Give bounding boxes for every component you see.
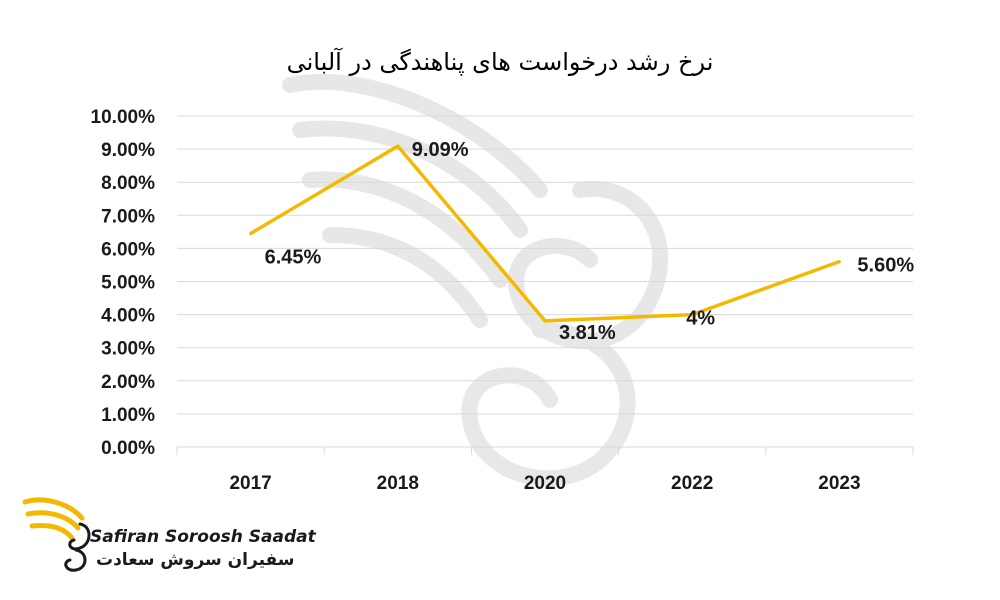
y-tick-label: 6.00% xyxy=(101,239,155,260)
data-label: 9.09% xyxy=(412,139,469,161)
gridlines xyxy=(177,115,913,448)
logo-text-en: Safiran Soroosh Saadat xyxy=(90,527,316,547)
data-point xyxy=(396,144,400,148)
y-tick-label: 2.00% xyxy=(101,372,155,393)
y-tick-label: 7.00% xyxy=(101,206,155,227)
y-tick-label: 4.00% xyxy=(101,306,155,327)
y-axis: 0.00% 1.00% 2.00% 3.00% 4.00% 5.00% 6.00% 7.00%… xyxy=(91,107,156,459)
y-tick-label: 10.00% xyxy=(91,107,156,128)
data-label: 5.60% xyxy=(857,255,914,277)
x-tick-label: 2023 xyxy=(818,473,860,494)
data-label: 6.45% xyxy=(265,247,322,269)
data-labels: 6.45% 9.09% 3.81% 4% 5.60% xyxy=(265,139,915,344)
data-point xyxy=(249,232,253,236)
y-tick-label: 9.00% xyxy=(101,140,155,161)
y-tick-label: 3.00% xyxy=(101,339,155,360)
y-tick-label: 0.00% xyxy=(101,438,155,459)
y-tick-label: 8.00% xyxy=(101,173,155,194)
chart-title: نرخ رشد درخواست های پناهندگی در آلبانی xyxy=(286,48,714,76)
y-tick-label: 1.00% xyxy=(101,405,155,426)
y-tick-label: 5.00% xyxy=(101,273,155,294)
logo-text-fa: سفیران سروش سعادت xyxy=(96,550,295,570)
x-tick-label: 2022 xyxy=(671,473,713,494)
series-line xyxy=(249,144,841,323)
data-point xyxy=(543,319,547,323)
data-label: 4% xyxy=(686,308,715,330)
data-label: 3.81% xyxy=(559,322,616,344)
data-point xyxy=(837,260,841,264)
brand-logo: Safiran Soroosh Saadat سفیران سروش سعادت xyxy=(20,494,320,584)
data-point xyxy=(690,313,694,317)
wing-logo-icon xyxy=(22,497,91,572)
x-tick-label: 2017 xyxy=(229,473,271,494)
x-tick-label: 2020 xyxy=(524,473,566,494)
watermark-icon xyxy=(282,74,669,487)
x-tick-label: 2018 xyxy=(377,473,419,494)
x-axis: 2017 2018 2020 2022 2023 xyxy=(176,447,914,494)
